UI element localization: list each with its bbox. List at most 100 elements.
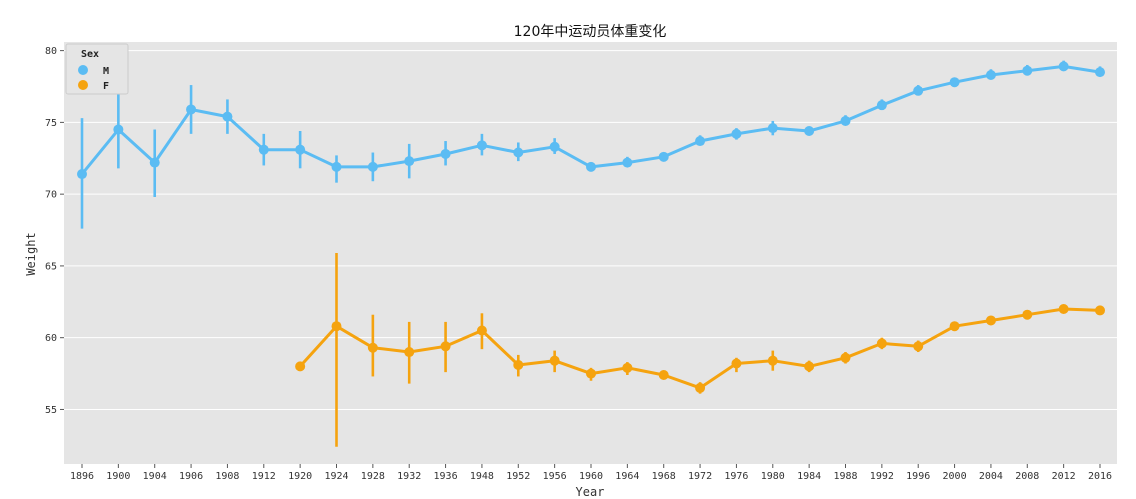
point-f-1980 xyxy=(767,355,778,366)
y-tick-label-80: 80 xyxy=(45,46,57,57)
y-tick-label-70: 70 xyxy=(45,190,57,201)
y-tick-label-55: 55 xyxy=(45,405,57,416)
x-tick-label-1932: 1932 xyxy=(397,471,421,482)
x-tick-label-1906: 1906 xyxy=(179,471,203,482)
x-tick-label-1992: 1992 xyxy=(870,471,894,482)
y-axis-label: Weight xyxy=(24,232,38,275)
point-m-1988 xyxy=(840,115,851,126)
y-axis: 55 60 65 70 75 80 xyxy=(45,46,64,416)
x-tick-label-2000: 2000 xyxy=(943,471,967,482)
point-m-1984 xyxy=(804,125,815,136)
point-f-1948 xyxy=(476,325,487,336)
legend-title: Sex xyxy=(81,49,99,60)
x-tick-label-1968: 1968 xyxy=(652,471,676,482)
legend-label-m: M xyxy=(103,66,109,77)
x-tick-label-1924: 1924 xyxy=(324,471,348,482)
point-m-1900 xyxy=(113,124,124,135)
legend: Sex M F xyxy=(65,43,129,95)
y-tick-label-75: 75 xyxy=(45,118,57,129)
y-tick-label-60: 60 xyxy=(45,333,57,344)
point-f-1936 xyxy=(440,341,451,352)
point-m-1992 xyxy=(876,100,887,111)
point-f-2016 xyxy=(1095,305,1105,316)
point-m-1932 xyxy=(404,156,415,167)
point-m-1912 xyxy=(258,144,269,155)
point-f-1964 xyxy=(622,362,633,373)
point-f-1928 xyxy=(367,342,378,353)
point-f-1992 xyxy=(876,338,887,349)
point-m-2004 xyxy=(985,70,996,81)
point-f-1996 xyxy=(913,341,924,352)
point-m-1964 xyxy=(622,157,633,168)
x-tick-label-1896: 1896 xyxy=(70,471,94,482)
x-tick-label-1996: 1996 xyxy=(906,471,930,482)
point-m-1968 xyxy=(658,151,669,162)
point-m-1972 xyxy=(695,136,706,147)
x-tick-label-1988: 1988 xyxy=(833,471,857,482)
point-f-2012 xyxy=(1058,303,1069,314)
point-f-1956 xyxy=(549,355,560,366)
point-m-1928 xyxy=(367,161,378,172)
x-tick-label-2004: 2004 xyxy=(979,471,1003,482)
point-f-1920 xyxy=(295,361,306,372)
x-tick-label-1912: 1912 xyxy=(252,471,276,482)
x-tick-label-1948: 1948 xyxy=(470,471,494,482)
point-f-1952 xyxy=(513,359,524,370)
x-tick-label-1900: 1900 xyxy=(106,471,130,482)
x-tick-label-1960: 1960 xyxy=(579,471,603,482)
point-m-1908 xyxy=(222,111,233,122)
point-m-1924 xyxy=(331,161,342,172)
point-f-1960 xyxy=(586,368,596,379)
x-tick-label-1928: 1928 xyxy=(361,471,385,482)
x-tick-label-1920: 1920 xyxy=(288,471,312,482)
y-tick-label-65: 65 xyxy=(45,261,57,272)
point-f-1924 xyxy=(331,321,342,332)
x-tick-label-1984: 1984 xyxy=(797,471,821,482)
point-m-2016 xyxy=(1095,67,1105,78)
legend-marker-f xyxy=(78,80,88,90)
x-tick-label-1956: 1956 xyxy=(543,471,567,482)
point-m-2012 xyxy=(1058,61,1069,72)
point-m-2008 xyxy=(1022,65,1033,76)
x-tick-label-2012: 2012 xyxy=(1052,471,1076,482)
legend-marker-m xyxy=(78,65,88,75)
grid xyxy=(64,50,1117,410)
legend-label-f: F xyxy=(103,81,109,92)
point-m-1920 xyxy=(295,144,306,155)
point-m-1980 xyxy=(767,123,778,134)
series-layer xyxy=(77,60,1105,447)
x-tick-label-1964: 1964 xyxy=(615,471,639,482)
point-m-1906 xyxy=(186,104,197,115)
point-m-1956 xyxy=(549,141,560,152)
x-tick-label-2008: 2008 xyxy=(1015,471,1039,482)
x-axis: 1896 1900 1904 1906 1908 1912 1920 1924 1928 1932… xyxy=(70,464,1112,482)
point-f-1976 xyxy=(731,358,742,369)
point-f-1984 xyxy=(804,361,815,372)
x-tick-label-1904: 1904 xyxy=(143,471,167,482)
point-m-2000 xyxy=(949,77,960,88)
series-m xyxy=(77,60,1105,229)
x-tick-label-1908: 1908 xyxy=(215,471,239,482)
point-m-1976 xyxy=(731,128,742,139)
point-m-1948 xyxy=(476,140,487,151)
x-tick-label-1976: 1976 xyxy=(724,471,748,482)
point-m-1936 xyxy=(440,148,451,159)
x-tick-label-1936: 1936 xyxy=(434,471,458,482)
point-f-1972 xyxy=(695,382,706,393)
point-f-2004 xyxy=(985,315,996,326)
point-f-2008 xyxy=(1022,309,1033,320)
point-m-1896 xyxy=(77,169,87,180)
point-f-2000 xyxy=(949,321,960,332)
x-tick-label-1972: 1972 xyxy=(688,471,712,482)
plot-background xyxy=(64,42,1117,464)
x-tick-label-1952: 1952 xyxy=(506,471,530,482)
point-f-1932 xyxy=(404,347,415,358)
x-tick-label-1980: 1980 xyxy=(761,471,785,482)
point-f-1968 xyxy=(658,370,669,381)
point-m-1904 xyxy=(149,157,160,168)
x-axis-label: Year xyxy=(576,485,605,499)
x-tick-label-2016: 2016 xyxy=(1088,471,1112,482)
chart-title: 120年中运动员体重变化 xyxy=(514,24,667,40)
point-m-1952 xyxy=(513,147,524,158)
